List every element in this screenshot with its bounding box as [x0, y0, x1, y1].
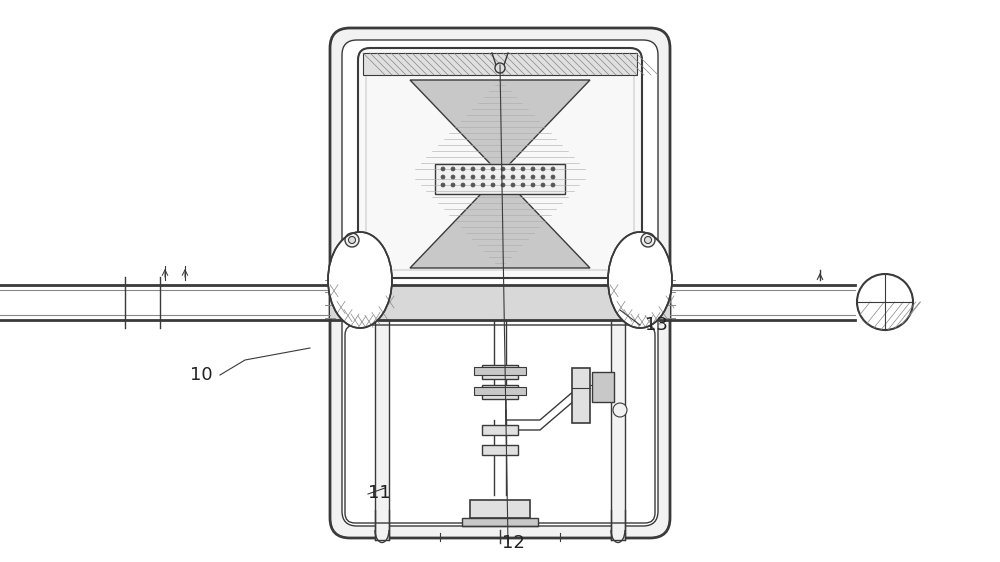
Circle shape — [491, 175, 495, 179]
Circle shape — [461, 175, 465, 179]
FancyBboxPatch shape — [358, 48, 642, 278]
Circle shape — [481, 175, 485, 179]
Bar — [572, 368, 590, 423]
Circle shape — [491, 167, 495, 171]
Text: 12: 12 — [502, 534, 525, 552]
Circle shape — [471, 175, 475, 179]
Circle shape — [481, 167, 485, 171]
Circle shape — [521, 183, 525, 187]
Circle shape — [501, 175, 505, 179]
Circle shape — [441, 175, 445, 179]
Circle shape — [495, 63, 505, 73]
Circle shape — [541, 183, 545, 187]
Bar — [611, 320, 625, 540]
Polygon shape — [410, 80, 590, 174]
FancyBboxPatch shape — [330, 28, 670, 538]
Text: 11: 11 — [368, 484, 391, 502]
Circle shape — [551, 167, 555, 171]
Text: 13: 13 — [645, 316, 668, 334]
Circle shape — [641, 233, 655, 247]
Bar — [592, 372, 614, 402]
Bar — [375, 320, 389, 540]
Circle shape — [541, 175, 545, 179]
Ellipse shape — [608, 232, 672, 328]
FancyBboxPatch shape — [342, 40, 658, 526]
Circle shape — [501, 167, 505, 171]
Polygon shape — [410, 174, 590, 268]
Bar — [435, 164, 565, 194]
Circle shape — [521, 167, 525, 171]
Circle shape — [541, 167, 545, 171]
Bar — [462, 518, 538, 526]
Circle shape — [471, 167, 475, 171]
Circle shape — [511, 175, 515, 179]
Bar — [482, 425, 518, 435]
Circle shape — [441, 183, 445, 187]
Circle shape — [857, 274, 913, 330]
Circle shape — [644, 237, 652, 243]
Circle shape — [451, 183, 455, 187]
Circle shape — [501, 183, 505, 187]
Circle shape — [471, 183, 475, 187]
Bar — [482, 445, 518, 455]
Circle shape — [461, 167, 465, 171]
Circle shape — [481, 183, 485, 187]
Circle shape — [349, 237, 356, 243]
Circle shape — [551, 175, 555, 179]
Circle shape — [531, 167, 535, 171]
Bar — [330, 285, 670, 320]
Bar — [482, 365, 518, 379]
Ellipse shape — [328, 232, 392, 328]
Circle shape — [441, 167, 445, 171]
Circle shape — [551, 183, 555, 187]
Circle shape — [511, 183, 515, 187]
Bar — [482, 385, 518, 399]
Circle shape — [531, 175, 535, 179]
Circle shape — [491, 183, 495, 187]
Circle shape — [511, 167, 515, 171]
Circle shape — [451, 175, 455, 179]
Circle shape — [461, 183, 465, 187]
Circle shape — [613, 403, 627, 417]
Bar — [474, 367, 526, 375]
Text: 10: 10 — [190, 366, 213, 384]
Circle shape — [531, 183, 535, 187]
Bar — [470, 500, 530, 518]
Circle shape — [521, 175, 525, 179]
Circle shape — [451, 167, 455, 171]
Bar — [474, 387, 526, 395]
Bar — [363, 53, 637, 75]
Circle shape — [345, 233, 359, 247]
